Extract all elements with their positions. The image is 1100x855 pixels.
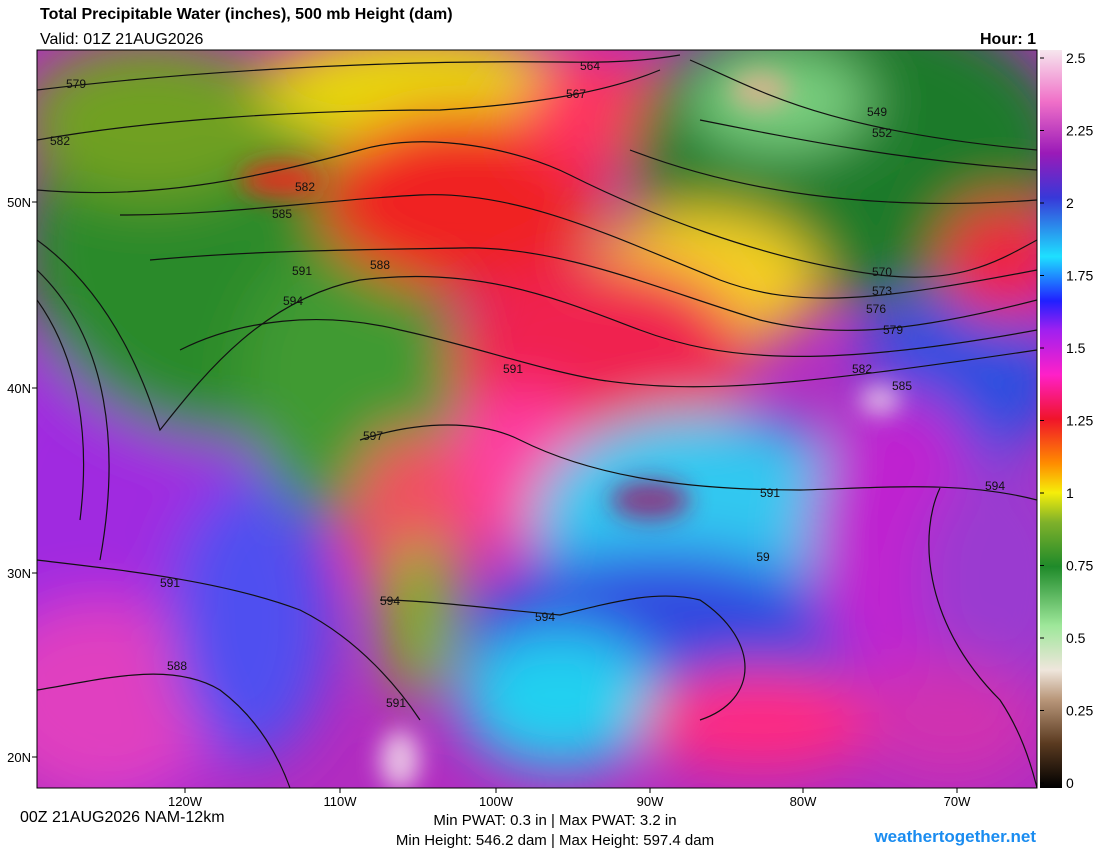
contour-label: 594	[985, 479, 1005, 493]
contour-label: 573	[872, 284, 892, 298]
colorbar-label: 1.75	[1066, 268, 1093, 284]
contour-label: 585	[272, 207, 292, 221]
colorbar-label: 0.5	[1066, 630, 1086, 646]
longitude-label: 110W	[324, 794, 358, 809]
contour-label: 567	[566, 87, 586, 101]
contour-label: 579	[883, 323, 903, 337]
contour-label: 591	[503, 362, 523, 376]
contour-label: 564	[580, 59, 600, 73]
colorbar-label: 0.75	[1066, 558, 1093, 574]
latitude-label: 20N	[7, 750, 31, 765]
contour-label: 594	[283, 294, 303, 308]
contour-label: 582	[852, 362, 872, 376]
contour-label: 591	[160, 576, 180, 590]
contour-label: 579	[66, 77, 86, 91]
contour-label: 549	[867, 105, 887, 119]
contour-label: 582	[295, 180, 315, 194]
contour-label: 552	[872, 126, 892, 140]
latitude-label: 50N	[7, 195, 31, 210]
model-run: 00Z 21AUG2026 NAM-12km	[20, 809, 225, 826]
colorbar-label: 0	[1066, 775, 1074, 791]
contour-label: 59	[756, 550, 770, 564]
valid-time: Valid: 01Z 21AUG2026	[40, 31, 203, 48]
contour-label: 582	[50, 134, 70, 148]
map-frame	[36, 49, 1038, 789]
contour-label: 570	[872, 265, 892, 279]
contour-label: 594	[535, 610, 555, 624]
longitude-label: 100W	[479, 794, 514, 809]
height-stats: Min Height: 546.2 dam | Max Height: 597.…	[396, 832, 714, 849]
map-title: Total Precipitable Water (inches), 500 m…	[40, 6, 453, 23]
contour-label: 591	[292, 264, 312, 278]
colorbar	[1040, 50, 1062, 788]
contour-label: 588	[370, 258, 390, 272]
contour-label: 585	[892, 379, 912, 393]
colorbar-label: 0.25	[1066, 703, 1093, 719]
map-field	[37, 50, 1037, 788]
contour-label: 591	[760, 486, 780, 500]
latitude-label: 40N	[7, 381, 31, 396]
colorbar-label: 1	[1066, 485, 1074, 501]
longitude-label: 70W	[944, 794, 971, 809]
contour-label: 588	[167, 659, 187, 673]
forecast-hour: Hour: 1	[980, 31, 1036, 48]
contour-label: 597	[363, 429, 383, 443]
latitude-label: 30N	[7, 566, 31, 581]
contour-label: 576	[866, 302, 886, 316]
longitude-label: 120W	[168, 794, 203, 809]
contour-label: 591	[386, 696, 406, 710]
longitude-label: 80W	[790, 794, 817, 809]
longitude-label: 90W	[637, 794, 664, 809]
colorbar-label: 2	[1066, 195, 1074, 211]
colorbar-label: 2.25	[1066, 123, 1093, 139]
pwat-stats: Min PWAT: 0.3 in | Max PWAT: 3.2 in	[433, 812, 676, 829]
contour-label: 594	[380, 594, 400, 608]
colorbar-label: 1.5	[1066, 340, 1086, 356]
colorbar-label: 1.25	[1066, 413, 1093, 429]
colorbar-label: 2.5	[1066, 50, 1086, 66]
site-credit[interactable]: weathertogether.net	[873, 827, 1036, 846]
